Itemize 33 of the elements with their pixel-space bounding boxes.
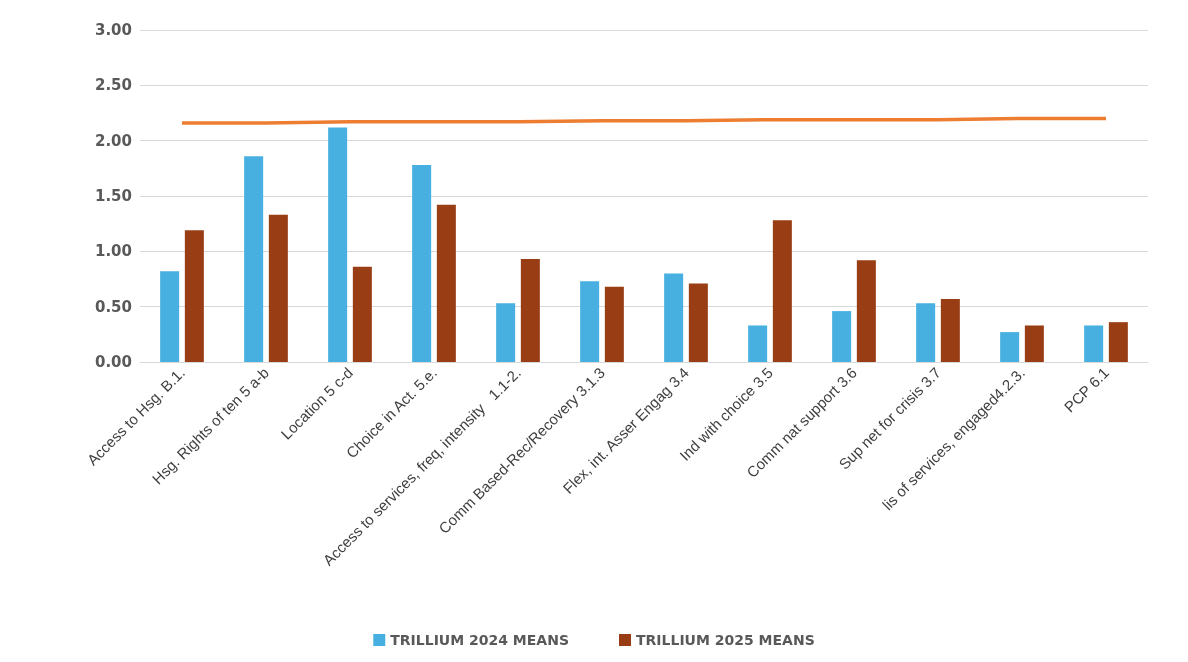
y-tick-label: 2.50 — [94, 76, 132, 95]
bar — [940, 298, 960, 362]
bar — [184, 230, 204, 362]
bar — [772, 220, 792, 362]
bar — [748, 325, 768, 362]
bar — [328, 127, 348, 362]
bar — [496, 303, 516, 362]
bar — [1084, 325, 1104, 362]
bar — [352, 266, 372, 362]
bar — [664, 273, 684, 362]
bar — [268, 214, 288, 362]
bar — [436, 204, 456, 362]
bar — [1000, 332, 1020, 362]
legend-label: TRILLIUM 2025 MEANS — [636, 632, 815, 648]
bar — [1108, 322, 1128, 362]
y-tick-label: 0.00 — [94, 353, 132, 371]
y-tick-label: 1.00 — [94, 242, 132, 261]
bar — [604, 286, 624, 362]
bar — [412, 165, 432, 362]
y-tick-label: 0.50 — [94, 297, 132, 316]
y-tick-label: 1.50 — [94, 187, 132, 205]
legend-label: TRILLIUM 2024 MEANS — [390, 632, 569, 648]
bar — [160, 271, 180, 362]
bar — [244, 156, 264, 362]
bar — [856, 260, 876, 362]
y-tick-label: 3.00 — [94, 21, 132, 39]
bar — [1024, 325, 1044, 362]
bar — [916, 303, 936, 362]
bar — [688, 283, 708, 362]
bar — [520, 259, 540, 362]
y-tick-label: 2.00 — [94, 131, 132, 150]
bar — [580, 281, 600, 362]
bar — [832, 311, 852, 362]
